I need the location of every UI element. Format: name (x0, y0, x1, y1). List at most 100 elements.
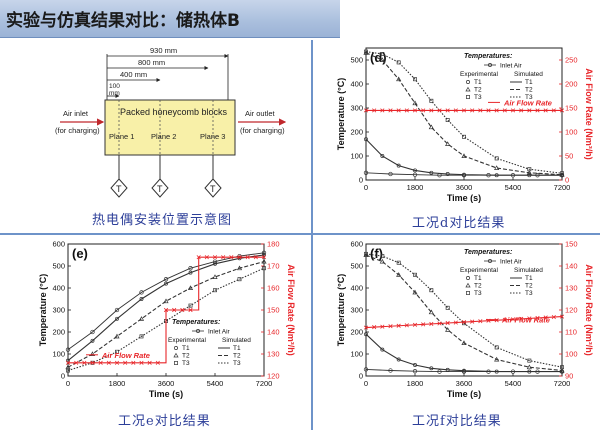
series-point (89, 351, 96, 356)
y-axis-label: Temperature (°C) (336, 274, 346, 346)
thermocouple-2: T (151, 155, 169, 198)
thermocouple-3-symbol: T (210, 184, 216, 194)
series-point (396, 60, 401, 65)
legend-exp-marker (466, 80, 470, 84)
plot-area (365, 243, 563, 377)
series-point (527, 167, 532, 172)
legend-sim-label: T1 (233, 345, 241, 352)
flow-point (543, 315, 548, 320)
flow-point (510, 317, 516, 322)
series-point (364, 137, 368, 142)
series-point (380, 254, 385, 259)
thermocouple-1: T (110, 155, 128, 198)
series-point (494, 356, 500, 362)
flow-point (470, 319, 475, 324)
series-point (559, 171, 565, 177)
dim-100: 100 (109, 83, 120, 90)
legend-exp-marker (466, 276, 470, 280)
y2-tick-label: 170 (267, 262, 280, 271)
flow-point (65, 360, 71, 365)
series-line-t1 (365, 138, 562, 176)
flow-point (82, 360, 87, 365)
series-point (364, 251, 368, 256)
y2-tick-label: 130 (565, 284, 578, 293)
series-point (139, 290, 144, 295)
plane-2-label: Plane 2 (151, 132, 176, 141)
flow-point (510, 108, 516, 113)
series-line-t1 (67, 254, 265, 362)
series-point (494, 369, 499, 374)
series-point (526, 364, 532, 370)
flow-point (380, 324, 385, 329)
series-point (237, 277, 242, 282)
flow-point (253, 255, 258, 260)
series-point (261, 258, 267, 264)
y-tick-label: 0 (61, 372, 65, 381)
series-line-t3 (67, 267, 265, 372)
legend-simulated-label: Simulated (514, 71, 543, 78)
flow-point (535, 315, 540, 321)
flow-point (245, 255, 250, 260)
series-line-t2 (67, 261, 265, 368)
series-point (138, 316, 145, 321)
flow-point (114, 360, 120, 365)
flow-point (478, 319, 483, 324)
y2-tick-label: 120 (565, 306, 578, 315)
flow-point (139, 360, 144, 365)
flow-point (396, 108, 401, 113)
y-tick-label: 200 (350, 128, 363, 137)
flow-point (527, 316, 532, 321)
legend-exp-label: T2 (474, 283, 482, 290)
flow-point (404, 108, 409, 113)
legend-sim-label: T2 (525, 87, 533, 94)
legend-exp-marker (465, 86, 471, 92)
schematic-caption: 热电偶安装位置示意图 (92, 213, 233, 228)
y2-tick-label: 0 (565, 176, 569, 185)
series-point (428, 124, 434, 130)
series-point (363, 50, 369, 55)
series-point (445, 118, 450, 122)
x-tick-label: 7200 (554, 379, 571, 388)
flow-point (502, 317, 507, 322)
series-point (461, 369, 467, 374)
series-point (363, 170, 369, 175)
legend-sim-label: T1 (525, 79, 533, 86)
legend-title: Temperatures: (464, 249, 512, 256)
y2-tick-label: 140 (267, 328, 280, 337)
y-tick-label: 0 (359, 176, 363, 185)
x-tick-label: 0 (364, 183, 368, 192)
series-point (139, 334, 144, 339)
x-tick-label: 0 (364, 379, 368, 388)
y-tick-label: 100 (350, 350, 363, 359)
flow-point (559, 314, 565, 319)
flow-point (123, 360, 128, 365)
series-point (188, 266, 193, 271)
y-tick-label: 0 (359, 372, 363, 381)
air-inlet-sub: (for charging) (55, 126, 100, 135)
series-point (262, 253, 266, 257)
series-point (527, 358, 532, 363)
series-point (396, 76, 402, 82)
series-point (428, 309, 434, 315)
vertical-divider (311, 40, 313, 430)
dim-930: 930 mm (150, 46, 177, 55)
series-point (445, 172, 450, 176)
y-tick-label: 600 (350, 240, 363, 249)
series-point (396, 163, 401, 168)
x-tick-label: 7200 (554, 183, 571, 192)
flow-point (421, 108, 426, 113)
legend-sim-label: T2 (525, 283, 533, 290)
series-point (445, 367, 450, 372)
series-point (187, 285, 194, 290)
flow-point (478, 108, 483, 113)
flow-point (502, 108, 507, 113)
flow-point (453, 108, 458, 113)
y2-tick-label: 50 (565, 152, 573, 161)
legend-exp-label: T2 (474, 87, 482, 94)
y-tick-label: 100 (350, 152, 363, 161)
y2-axis-label: Air Flow Rate (Nm³/h) (584, 264, 594, 356)
flow-point (453, 320, 458, 325)
y-tick-label: 600 (52, 240, 65, 249)
legend-inlet-label: Inlet Air (208, 329, 231, 336)
